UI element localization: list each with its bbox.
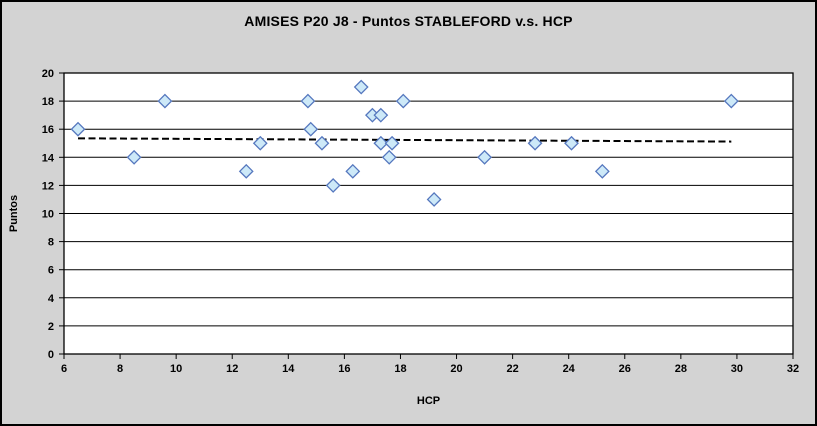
x-tick-label: 20 [450,363,462,375]
data-point-marker [594,163,610,179]
data-point-marker [303,121,319,137]
x-tick-label: 14 [282,363,295,375]
data-point-marker [527,135,543,151]
x-tick-label: 8 [117,363,123,375]
data-point-marker [395,93,411,109]
y-axis-title: Puntos [8,195,20,232]
data-point-marker [564,135,579,151]
chart-title: AMISES P20 J8 - Puntos STABLEFORD v.s. H… [244,13,573,29]
data-point-marker [723,93,739,109]
y-tick-label: 10 [42,209,54,221]
x-tick-label: 24 [563,363,576,375]
y-tick-label: 14 [42,152,55,164]
x-tick-label: 16 [338,363,350,375]
y-tick-label: 2 [48,321,54,333]
data-point-marker [426,192,442,207]
x-tick-label: 12 [226,363,238,375]
y-tick-label: 20 [42,68,54,80]
plot-border [63,72,794,355]
data-point-marker [70,121,86,137]
y-tick-label: 6 [48,265,54,277]
y-tick-label: 12 [42,180,54,192]
data-point-marker [353,79,369,95]
x-axis-title: HCP [417,395,440,407]
data-point-marker [373,107,389,123]
y-tick-label: 0 [48,349,54,361]
x-tick-label: 18 [394,363,406,375]
x-tick-label: 26 [619,363,631,375]
data-point-marker [238,163,254,179]
y-tick-label: 4 [48,293,55,305]
data-point-marker [345,163,361,179]
data-point-marker [300,93,316,109]
x-tick-label: 22 [506,363,518,375]
x-tick-label: 28 [675,363,687,375]
data-point-marker [381,149,397,165]
y-tick-label: 16 [42,124,54,136]
data-point-marker [384,135,400,151]
x-tick-label: 10 [170,363,182,375]
data-point-marker [252,135,268,151]
data-point-marker [314,135,330,151]
x-tick-label: 30 [731,363,743,375]
trendline [78,137,732,143]
data-point-marker [157,93,173,109]
y-tick-label: 8 [48,237,54,249]
y-tick-label: 18 [42,96,54,108]
x-tick-label: 6 [61,363,67,375]
data-point-marker [373,135,389,151]
data-point-marker [477,149,492,165]
x-tick-label: 32 [787,363,799,375]
data-point-marker [325,177,341,193]
data-point-marker [126,149,142,165]
